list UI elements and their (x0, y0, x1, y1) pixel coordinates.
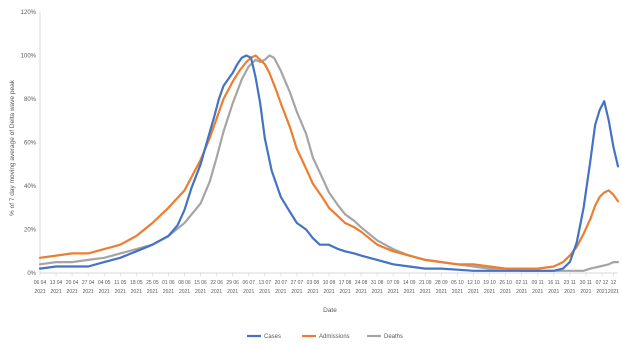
x-tick-label-year: 2021 (227, 289, 238, 295)
x-tick-label-year: 2021 (388, 289, 399, 295)
x-tick-label: 03 08 (307, 280, 320, 286)
x-tick-label-year: 2021 (195, 289, 206, 295)
x-tick-label: 12 (611, 280, 617, 286)
y-tick-label: 20% (24, 228, 37, 234)
x-tick-label-year: 2021 (83, 289, 94, 295)
x-tick-label-year: 2021 (163, 289, 174, 295)
x-tick-label-year: 2021 (580, 289, 591, 295)
x-tick-label: 11 05 (114, 280, 126, 286)
x-tick-label: 18 05 (130, 280, 143, 286)
series-line-cases (38, 54, 620, 272)
x-tick-label: 27 07 (291, 280, 304, 286)
x-tick-label: 28 09 (435, 280, 448, 286)
x-tick-label-year: 2021 (516, 289, 527, 295)
x-tick-label: 20 04 (66, 280, 79, 286)
x-tick-label: 27 04 (82, 280, 95, 286)
x-tick-label-year: 2021 (339, 289, 350, 295)
y-tick-label: 0% (27, 271, 36, 277)
x-tick-label: 02 11 (516, 280, 528, 286)
x-tick-label: 19 10 (483, 280, 496, 286)
x-tick-label-year: 2021 (420, 289, 431, 295)
x-tick-label: 06 07 (242, 280, 255, 286)
x-tick-label: 25 05 (146, 280, 159, 286)
x-tick-label-year: 2021 (500, 289, 511, 295)
legend-label-cases: Cases (264, 334, 281, 340)
x-tick-label: 15 06 (194, 280, 207, 286)
series-line-admissions (38, 54, 620, 270)
x-tick-label-year: 2021 (564, 289, 575, 295)
y-tick-label: 60% (24, 141, 37, 147)
x-tick-label: 07 09 (387, 280, 400, 286)
x-tick-label-year: 2021 (99, 289, 110, 295)
x-tick-label-year: 2021 (596, 289, 607, 295)
x-tick-label-year: 2021 (484, 289, 495, 295)
x-tick-label-year: 2021 (211, 289, 222, 295)
x-tick-label: 12 10 (467, 280, 480, 286)
x-tick-label-year: 2021 (243, 289, 254, 295)
x-tick-label: 01 06 (162, 280, 175, 286)
x-tick-label-year: 2021 (131, 289, 142, 295)
y-tick-label: 100% (21, 54, 37, 60)
x-tick-label: 17 08 (339, 280, 352, 286)
x-tick-label-year: 2021 (452, 289, 463, 295)
x-tick-label: 04 05 (98, 280, 111, 286)
x-tick-label: 14 09 (403, 280, 416, 286)
axes-layer: 0% 20% 40% 60% 80% 100% 120% 06 04 2021 13 04 2021… (21, 10, 620, 295)
x-tick-label-year: 2021 (532, 289, 543, 295)
x-tick-label: 13 07 (259, 280, 272, 286)
x-tick-label: 08 06 (178, 280, 191, 286)
x-tick-label: 16 11 (548, 280, 560, 286)
x-tick-label: 24 08 (355, 280, 368, 286)
x-tick-label: 10 08 (323, 280, 336, 286)
x-tick-label: 21 09 (419, 280, 432, 286)
y-axis-title: % of 7 day moving average of Delta wave … (9, 79, 16, 216)
x-tick-label: 31 08 (371, 280, 384, 286)
x-tick-label: 13 04 (50, 280, 63, 286)
legend-label-admissions: Admissions (319, 334, 350, 340)
x-tick-label-year: 2021 (608, 289, 619, 295)
x-tick-label: 05 10 (451, 280, 464, 286)
x-tick-label-year: 2021 (307, 289, 318, 295)
x-tick-label: 26 10 (499, 280, 512, 286)
x-tick-label-year: 2021 (67, 289, 78, 295)
legend-label-deaths: Deaths (384, 334, 403, 340)
series-layer (38, 54, 620, 272)
x-tick-label-year: 2021 (115, 289, 126, 295)
x-tick-label-year: 2021 (436, 289, 447, 295)
x-tick-label-year: 2021 (259, 289, 270, 295)
x-tick-label: 23 11 (564, 280, 576, 286)
x-tick-label: 29 06 (226, 280, 239, 286)
x-axis-title: Date (323, 307, 337, 314)
x-tick-label-year: 2021 (275, 289, 286, 295)
x-tick-label: 30 11 (580, 280, 592, 286)
x-tick-label-year: 2021 (356, 289, 367, 295)
series-line-deaths (38, 54, 620, 272)
legend: Cases Admissions Deaths (247, 334, 403, 340)
x-tick-label-year: 2021 (404, 289, 415, 295)
x-tick-label-year: 2021 (291, 289, 302, 295)
y-tick-label: 80% (24, 97, 37, 103)
x-tick-label-year: 2021 (147, 289, 158, 295)
x-tick-label: 20 07 (275, 280, 288, 286)
x-tick-label: 07 12 (596, 280, 609, 286)
x-tick-label: 06 04 (34, 280, 47, 286)
x-tick-label: 22 06 (210, 280, 223, 286)
x-tick-label-year: 2021 (468, 289, 479, 295)
x-tick-label-year: 2021 (34, 289, 45, 295)
y-tick-label: 120% (21, 10, 37, 16)
x-tick-label-year: 2021 (50, 289, 61, 295)
x-tick-label-year: 2021 (372, 289, 383, 295)
x-tick-label-year: 2021 (323, 289, 334, 295)
y-tick-label: 40% (24, 184, 37, 190)
x-tick-label-year: 2021 (548, 289, 559, 295)
x-tick-label-year: 2021 (179, 289, 190, 295)
x-tick-label: 09 11 (532, 280, 544, 286)
